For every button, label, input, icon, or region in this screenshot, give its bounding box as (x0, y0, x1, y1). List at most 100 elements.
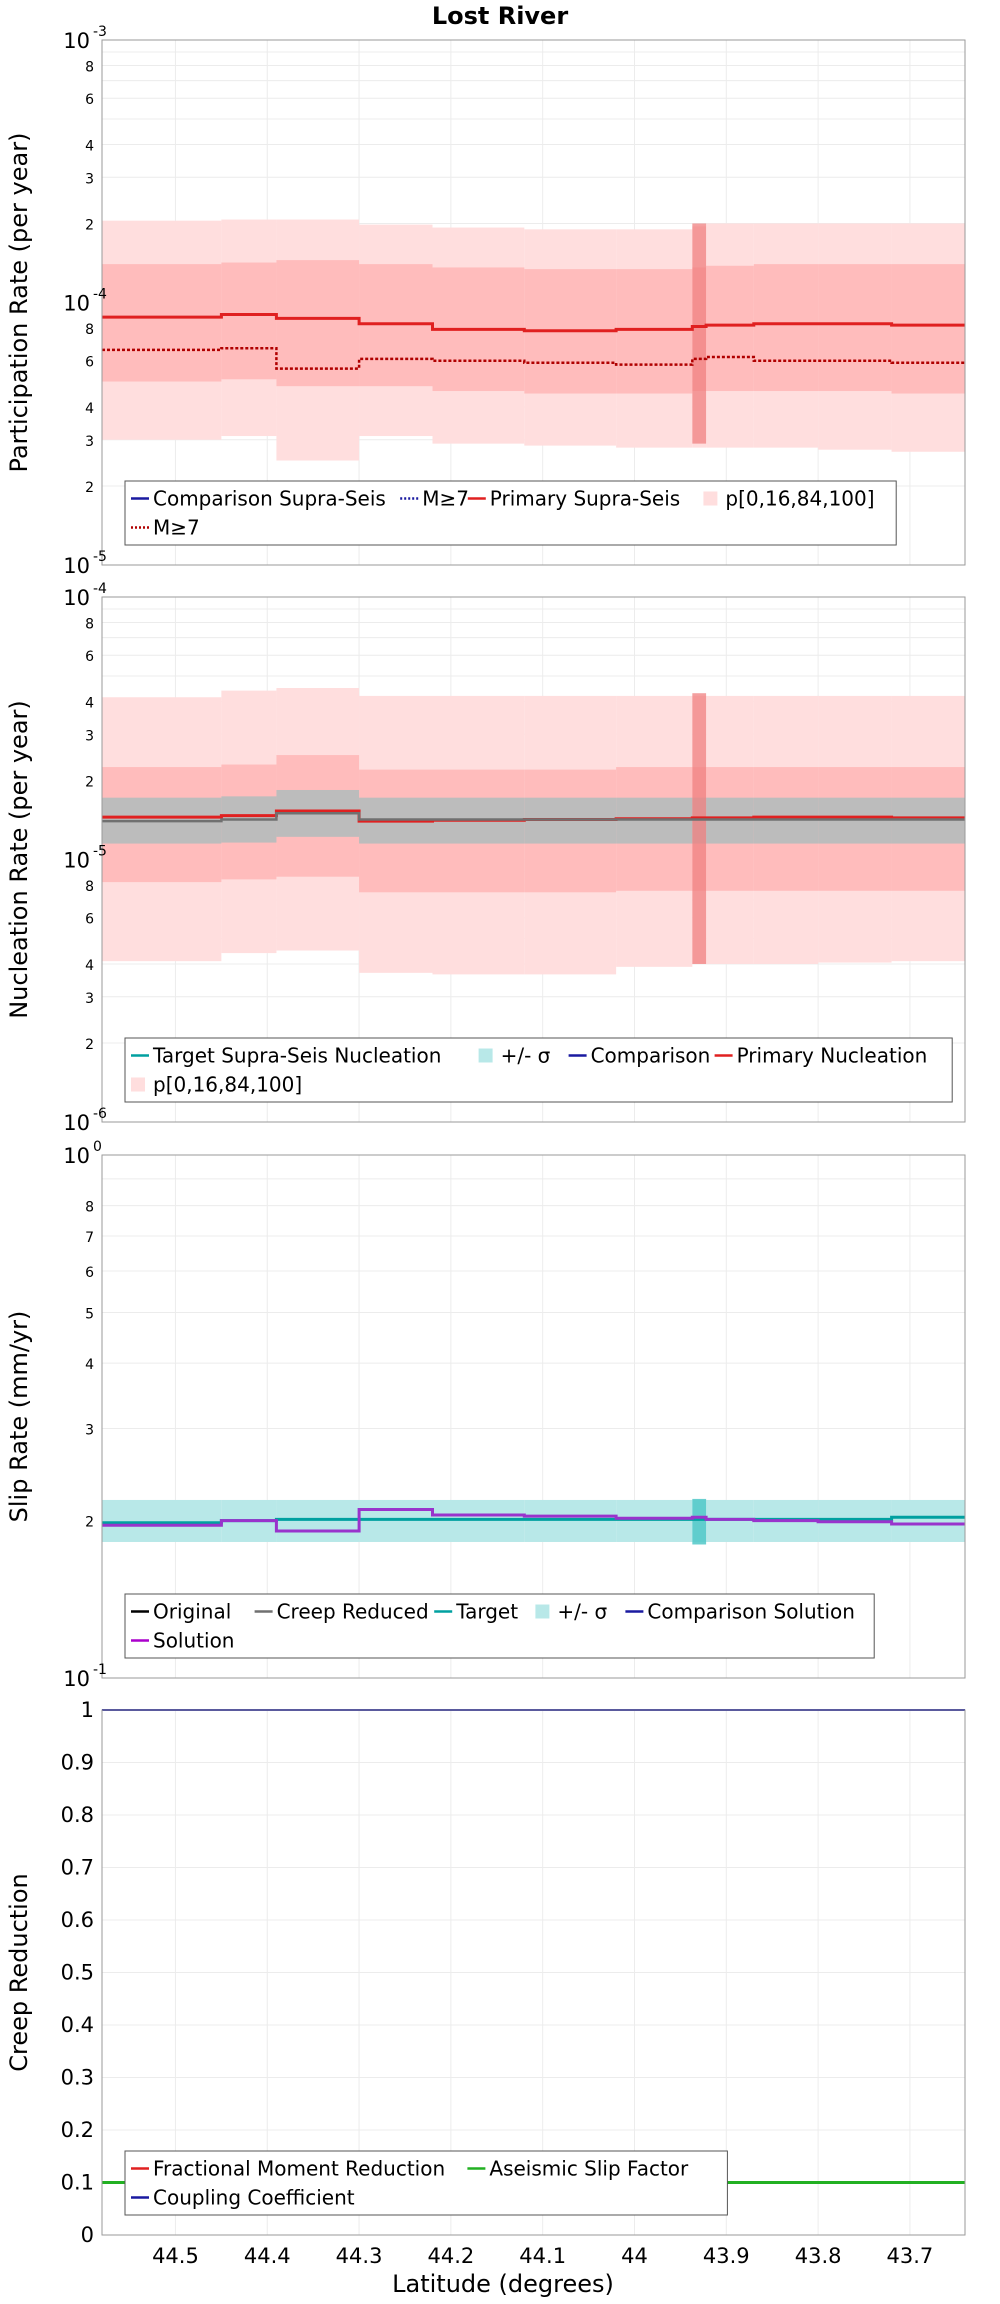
x-axis-label: Latitude (degrees) (392, 2270, 614, 2298)
sigma-band (432, 1499, 525, 1542)
sigma-band (276, 1499, 360, 1542)
y-tick-exponent: -1 (93, 1662, 107, 1678)
band-p16-p84 (616, 269, 693, 394)
legend-swatch (478, 1048, 493, 1063)
legend-label: +/- σ (501, 1044, 551, 1068)
y-tick-label-minor: 8 (85, 616, 94, 632)
legend-swatch (703, 491, 718, 506)
y-tick-label-minor: 6 (85, 355, 94, 371)
plot-frame (101, 1709, 966, 2236)
legend-label: Solution (153, 1629, 234, 1653)
x-tick-label: 43.8 (795, 2244, 842, 2268)
y-tick-label-major: 10 (63, 1667, 90, 1691)
sigma-band (524, 1499, 617, 1542)
legend-label: Primary Supra-Seis (490, 487, 680, 511)
x-tick-label: 44.2 (427, 2244, 474, 2268)
y-tick-exponent: -3 (93, 24, 107, 40)
spike-band (692, 223, 707, 444)
y-tick-label: 0 (81, 2223, 94, 2247)
legend: Fractional Moment Reduction Aseismic Slip… (124, 2150, 728, 2216)
y-tick-label-major: 10 (63, 29, 90, 53)
legend-label: Creep Reduced (277, 1600, 429, 1624)
y-tick-label-minor: 2 (85, 1037, 94, 1053)
band-p16-p84 (276, 260, 360, 387)
x-tick-label: 44.1 (519, 2244, 566, 2268)
y-tick-label-major: 10 (63, 849, 90, 873)
y-tick-label-minor: 2 (85, 217, 94, 233)
y-tick-exponent: -5 (93, 844, 107, 860)
sigma-band (359, 1499, 433, 1542)
sigma-band (891, 1499, 965, 1542)
x-tick-label: 44.3 (336, 2244, 383, 2268)
x-tick-label: 43.9 (703, 2244, 750, 2268)
legend-label: Aseismic Slip Factor (489, 2157, 689, 2181)
sigma-band (102, 1499, 222, 1542)
y-tick-label: 0.1 (61, 2171, 94, 2195)
y-tick-label-major: 10 (63, 292, 90, 316)
legend-box (124, 480, 897, 546)
legend-label: M≥7 (153, 516, 200, 540)
legend-label: Comparison (591, 1044, 711, 1068)
legend-swatch (131, 1077, 145, 1092)
legend-label: Comparison Solution (647, 1600, 855, 1624)
band-p16-p84 (891, 264, 965, 394)
legend-label: Primary Nucleation (737, 1044, 928, 1068)
legend-swatch (535, 1604, 550, 1619)
legend-label: M≥7 (422, 487, 469, 511)
y-tick-label-minor: 2 (85, 1515, 94, 1531)
y-tick-label: 0.4 (61, 2013, 94, 2037)
y-tick-label-minor: 3 (85, 728, 94, 744)
y-tick-label-major: 10 (63, 586, 90, 610)
x-tick-label: 44 (621, 2244, 648, 2268)
y-tick-label: 1 (81, 1698, 94, 1722)
y-tick-label-minor: 3 (85, 434, 94, 450)
y-tick-label-minor: 8 (85, 322, 94, 338)
legend-label: Original (153, 1600, 231, 1624)
legend-box (124, 2150, 728, 2216)
plot-frame (101, 1154, 966, 1679)
y-tick-label: 0.2 (61, 2118, 94, 2142)
y-tick-label-major: 10 (63, 1144, 90, 1168)
x-tick-label: 43.7 (887, 2244, 934, 2268)
series-primary-supra-seis (102, 313, 965, 333)
band-p16-p84 (706, 265, 754, 392)
legend-label: p[0,16,84,100] (725, 487, 874, 511)
y-tick-label: 0.5 (61, 1961, 94, 1985)
y-axis-label: Slip Rate (mm/yr) (5, 1311, 33, 1523)
legend-label: Fractional Moment Reduction (153, 2157, 445, 2181)
plot-frame (101, 596, 966, 1123)
y-tick-label-minor: 4 (85, 138, 94, 154)
y-tick-label-minor: 8 (85, 879, 94, 895)
y-tick-label-minor: 2 (85, 774, 94, 790)
y-tick-label-major: 10 (63, 1111, 90, 1135)
y-tick-label-minor: 3 (85, 171, 94, 187)
series-solution (102, 1508, 965, 1533)
series-target-nucleation (102, 812, 965, 823)
y-tick-label-minor: 8 (85, 59, 94, 75)
y-tick-label-minor: 4 (85, 958, 94, 974)
legend-label: Target Supra-Seis Nucleation (152, 1044, 441, 1068)
legend-box (124, 1037, 953, 1103)
x-tick-label: 44.4 (244, 2244, 291, 2268)
y-tick-label-major: 10 (63, 554, 90, 578)
y-tick-label-minor: 2 (85, 480, 94, 496)
y-tick-exponent: -6 (93, 1106, 107, 1122)
x-tick-label: 44.5 (152, 2244, 199, 2268)
series-m7-dotted (102, 346, 965, 370)
sigma-band (616, 1499, 693, 1542)
y-tick-label-minor: 4 (85, 401, 94, 417)
y-tick-label-minor: 8 (85, 1200, 94, 1216)
band-p16-p84 (818, 264, 892, 392)
legend-label: Target (455, 1600, 518, 1624)
y-tick-label-minor: 4 (85, 1357, 94, 1373)
y-tick-label-minor: 4 (85, 695, 94, 711)
y-tick-label: 0.9 (61, 1751, 94, 1775)
y-tick-label: 0.6 (61, 1908, 94, 1932)
y-tick-label-minor: 6 (85, 1265, 94, 1281)
y-axis-label: Creep Reduction (5, 1873, 33, 2071)
y-tick-label: 0.8 (61, 1803, 94, 1827)
legend-label: +/- σ (557, 1600, 607, 1624)
